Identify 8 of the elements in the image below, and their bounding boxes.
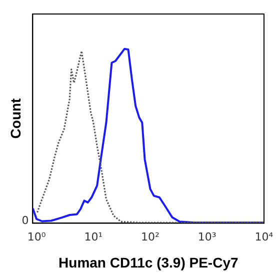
- x-tick-label: 10⁰: [27, 230, 46, 244]
- text: 0: [22, 214, 29, 227]
- x-tick-label: 10⁴: [254, 230, 274, 244]
- x-tick-label: 10²: [141, 230, 160, 244]
- y-axis-title: Count: [7, 98, 24, 139]
- x-tick-label: 10³: [198, 230, 216, 244]
- x-axis-title: Human CD11c (3.9) PE-Cy7: [58, 254, 238, 270]
- x-tick-label: 10¹: [84, 230, 103, 244]
